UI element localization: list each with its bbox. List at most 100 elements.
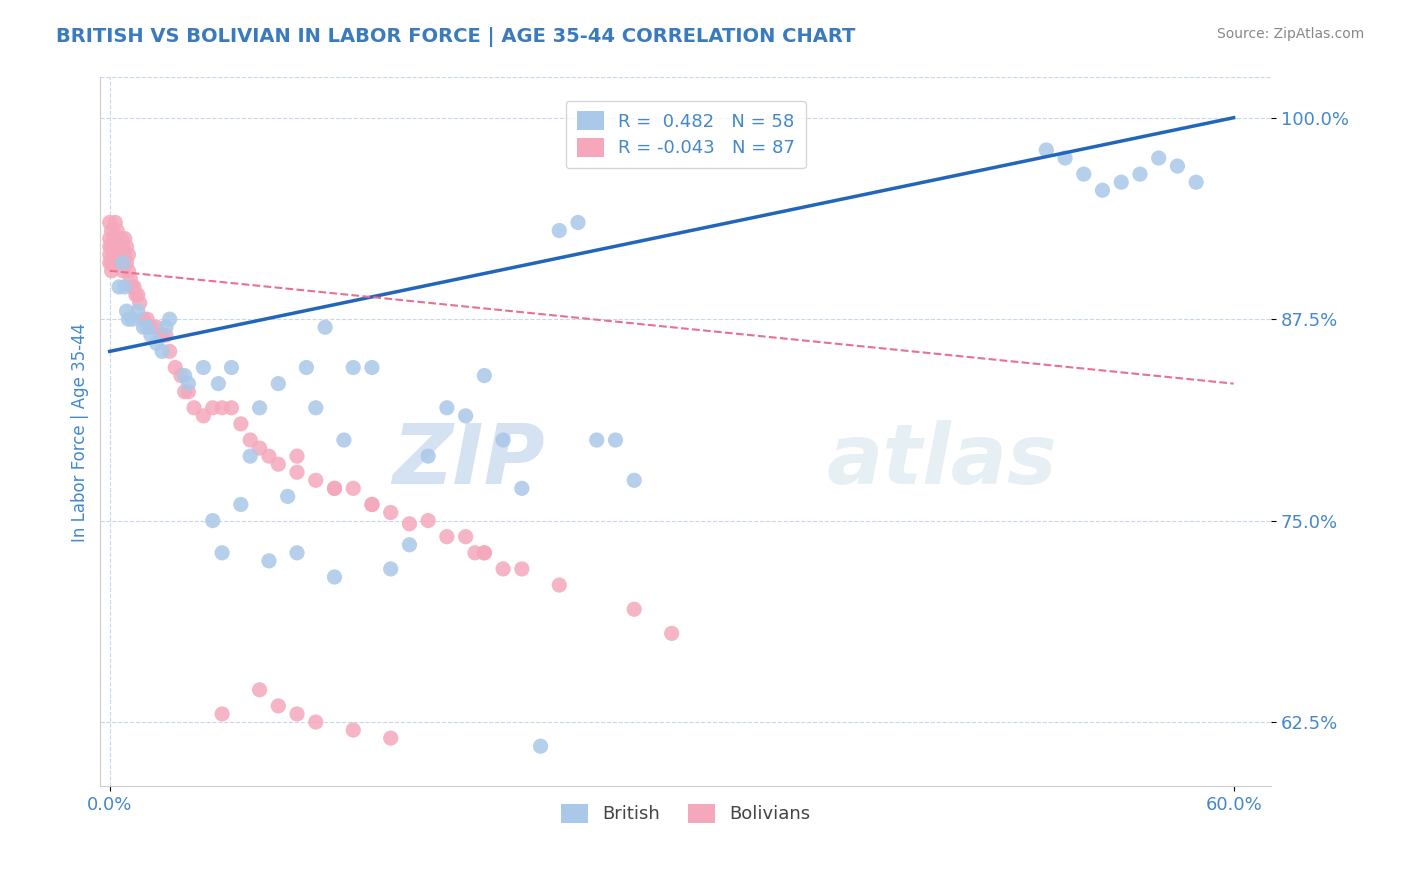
Point [127, 304, 149, 318]
Point [623, 602, 645, 616]
Point [100, 223, 122, 237]
Point [1147, 151, 1170, 165]
Point [98, 240, 121, 254]
Point [548, 578, 571, 592]
Point [128, 296, 150, 310]
Point [114, 280, 136, 294]
Point [510, 562, 533, 576]
Point [104, 256, 127, 270]
Point [305, 473, 328, 487]
Point [98, 231, 121, 245]
Point [125, 288, 148, 302]
Point [472, 368, 495, 383]
Point [342, 723, 364, 737]
Point [139, 328, 162, 343]
Point [605, 433, 627, 447]
Point [305, 714, 328, 729]
Point [548, 223, 571, 237]
Point [1091, 183, 1114, 197]
Point [145, 320, 167, 334]
Point [193, 360, 215, 375]
Y-axis label: In Labor Force | Age 35-44: In Labor Force | Age 35-44 [72, 322, 89, 541]
Point [159, 312, 181, 326]
Point [1185, 175, 1208, 189]
Point [111, 256, 134, 270]
Point [323, 570, 346, 584]
Point [492, 433, 515, 447]
Point [110, 248, 132, 262]
Point [115, 256, 138, 270]
Point [117, 264, 139, 278]
Point [267, 376, 290, 391]
Point [1129, 167, 1152, 181]
Point [418, 514, 440, 528]
Point [1054, 151, 1077, 165]
Point [585, 433, 607, 447]
Point [108, 280, 131, 294]
Point [361, 360, 384, 375]
Point [211, 546, 233, 560]
Point [472, 546, 495, 560]
Point [454, 409, 477, 423]
Point [464, 546, 486, 560]
Point [155, 328, 177, 343]
Point [108, 256, 131, 270]
Point [139, 320, 162, 334]
Point [104, 240, 127, 254]
Point [380, 506, 402, 520]
Text: BRITISH VS BOLIVIAN IN LABOR FORCE | AGE 35-44 CORRELATION CHART: BRITISH VS BOLIVIAN IN LABOR FORCE | AGE… [56, 27, 856, 46]
Point [285, 546, 308, 560]
Point [249, 682, 271, 697]
Point [398, 516, 420, 531]
Point [229, 417, 252, 431]
Point [267, 698, 290, 713]
Point [105, 223, 128, 237]
Text: Source: ZipAtlas.com: Source: ZipAtlas.com [1216, 27, 1364, 41]
Point [201, 514, 224, 528]
Point [132, 312, 155, 326]
Point [98, 248, 121, 262]
Point [314, 320, 336, 334]
Point [211, 706, 233, 721]
Point [249, 441, 271, 455]
Point [1109, 175, 1132, 189]
Point [342, 481, 364, 495]
Point [323, 481, 346, 495]
Point [120, 272, 142, 286]
Point [150, 344, 173, 359]
Point [155, 320, 177, 334]
Point [105, 248, 128, 262]
Point [472, 546, 495, 560]
Point [529, 739, 551, 754]
Point [100, 264, 122, 278]
Point [361, 498, 384, 512]
Point [117, 312, 139, 326]
Point [201, 401, 224, 415]
Point [98, 215, 121, 229]
Point [342, 360, 364, 375]
Point [277, 490, 299, 504]
Point [103, 231, 125, 245]
Point [380, 562, 402, 576]
Legend: British, Bolivians: British, Bolivians [550, 793, 821, 834]
Text: atlas: atlas [827, 420, 1057, 500]
Point [285, 706, 308, 721]
Point [1035, 143, 1057, 157]
Point [115, 304, 138, 318]
Point [170, 368, 193, 383]
Point [398, 538, 420, 552]
Point [177, 376, 200, 391]
Point [436, 401, 458, 415]
Point [285, 465, 308, 479]
Point [127, 288, 149, 302]
Point [623, 473, 645, 487]
Point [193, 409, 215, 423]
Point [183, 401, 205, 415]
Point [380, 731, 402, 746]
Point [111, 240, 134, 254]
Point [249, 401, 271, 415]
Point [145, 336, 167, 351]
Point [567, 215, 589, 229]
Point [333, 433, 356, 447]
Point [173, 384, 195, 399]
